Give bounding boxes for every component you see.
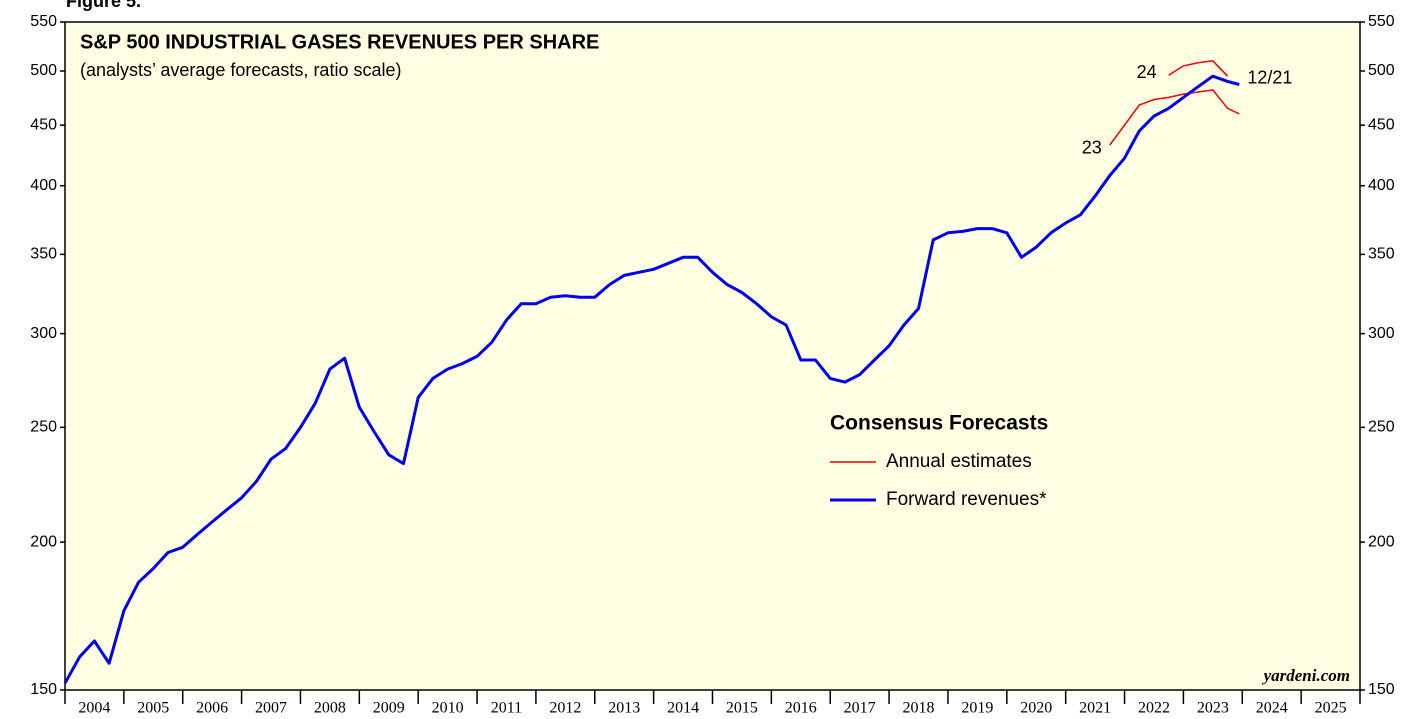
x-tick-label: 2009	[373, 700, 405, 717]
y2-tick-label: 550	[1368, 13, 1395, 30]
y-tick-label: 350	[30, 246, 57, 263]
chart-title: S&P 500 INDUSTRIAL GASES REVENUES PER SH…	[80, 31, 599, 53]
source: yardeni.com	[1262, 666, 1350, 685]
figure-label: Figure 5.	[66, 0, 141, 11]
x-tick-label: 2023	[1197, 700, 1229, 717]
x-tick-label: 2016	[785, 700, 817, 717]
annual-estimate-label: 24	[1137, 62, 1157, 82]
annual-estimate-label: 23	[1082, 138, 1102, 158]
y-tick-label: 450	[30, 116, 57, 133]
y2-tick-label: 450	[1368, 116, 1395, 133]
annual-estimate-line	[1109, 89, 1240, 146]
y-tick-label: 300	[30, 325, 57, 342]
x-tick-label: 2017	[844, 700, 876, 717]
end-label: 12/21	[1247, 67, 1292, 87]
x-tick-label: 2025	[1315, 700, 1347, 717]
y2-tick-label: 250	[1368, 419, 1395, 436]
x-tick-label: 2013	[608, 700, 640, 717]
x-tick-label: 2008	[314, 700, 346, 717]
x-tick-label: 2024	[1256, 700, 1288, 717]
legend-label: Forward revenues*	[886, 489, 1047, 510]
legend-label: Annual estimates	[886, 451, 1032, 472]
x-tick-label: 2007	[255, 700, 287, 717]
y-tick-label: 550	[30, 13, 57, 30]
x-tick-label: 2018	[903, 700, 935, 717]
y2-tick-label: 200	[1368, 533, 1395, 550]
x-tick-label: 2014	[667, 700, 699, 717]
y2-tick-label: 350	[1368, 246, 1395, 263]
x-tick-label: 2012	[549, 700, 581, 717]
annual-estimate-line	[1168, 60, 1229, 77]
legend-title: Consensus Forecasts	[830, 412, 1048, 435]
x-tick-label: 2011	[491, 700, 522, 717]
x-tick-label: 2020	[1020, 700, 1052, 717]
y-tick-label: 500	[30, 62, 57, 79]
y2-tick-label: 500	[1368, 62, 1395, 79]
y2-tick-label: 400	[1368, 177, 1395, 194]
y2-tick-label: 300	[1368, 325, 1395, 342]
chart-subtitle: (analysts’ average forecasts, ratio scal…	[80, 60, 401, 80]
x-tick-label: 2022	[1138, 700, 1170, 717]
x-tick-label: 2021	[1079, 700, 1111, 717]
x-tick-label: 2019	[961, 700, 993, 717]
x-tick-label: 2006	[196, 700, 228, 717]
y-tick-label: 250	[30, 419, 57, 436]
y-tick-label: 150	[30, 681, 57, 698]
y-tick-label: 200	[30, 533, 57, 550]
y-tick-label: 400	[30, 177, 57, 194]
x-tick-label: 2015	[726, 700, 758, 717]
forward-revenues-line	[63, 74, 1240, 684]
x-tick-label: 2005	[137, 700, 169, 717]
y2-tick-label: 150	[1368, 681, 1395, 698]
x-tick-label: 2010	[432, 700, 464, 717]
x-tick-label: 2004	[78, 700, 110, 717]
plot-area	[64, 21, 1361, 691]
